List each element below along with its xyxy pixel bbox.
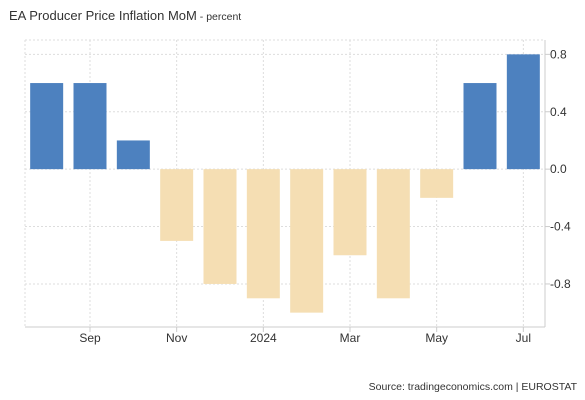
bar: Jul 2024: 0.8 (506, 54, 540, 170)
bar: Jun 2024: 0.6 (463, 83, 497, 170)
x-tick-label: Sep (79, 331, 101, 345)
chart-subtitle-separator: - (196, 11, 207, 23)
grid-lines (24, 39, 545, 327)
y-tick-label: 0.0 (550, 162, 567, 176)
bar: Sep 2023: 0.6 (73, 83, 107, 170)
y-tick-label: -0.8 (550, 277, 571, 291)
bar: Feb 2024: -1 (290, 169, 324, 313)
chart-title: EA Producer Price Inflation MoM - percen… (9, 8, 241, 23)
bar: Oct 2023: 0.2 (116, 140, 150, 170)
bar: Mar 2024: -0.6 (333, 169, 367, 256)
chart-subtitle: percent (206, 11, 242, 23)
x-tick-label: Nov (166, 331, 187, 345)
bar: Aug 2023: 0.6 (30, 83, 64, 170)
bars: Aug 2023: 0.6 Sep 2023: 0.6 Oct 2023: 0.2 N… (30, 54, 540, 313)
chart-title-text: EA Producer Price Inflation MoM (9, 8, 197, 23)
y-axis-ticks: 0.8 0.4 0.0 -0.4 -0.8 (545, 47, 571, 291)
bar: Nov 2023: -0.5 (160, 169, 194, 241)
bar: May 2024: -0.2 (420, 169, 454, 198)
x-tick-label: Jul (516, 331, 531, 345)
y-tick-label: -0.4 (550, 220, 571, 234)
y-tick-label: 0.8 (550, 47, 567, 61)
axes (25, 40, 546, 328)
source-credit: Source: tradingeconomics.com | EUROSTAT (368, 381, 577, 393)
y-tick-label: 0.4 (550, 105, 567, 119)
bar: Apr 2024: -0.9 (376, 169, 410, 299)
x-tick-label: May (425, 331, 448, 345)
x-tick-label: 2024 (250, 331, 277, 345)
x-axis-ticks: Sep Nov 2024 Mar May Jul (79, 327, 531, 345)
x-tick-label: Mar (340, 331, 361, 345)
bar: Dec 2023: -0.8 (203, 169, 237, 284)
bar: Jan 2024: -0.9 (246, 169, 280, 299)
